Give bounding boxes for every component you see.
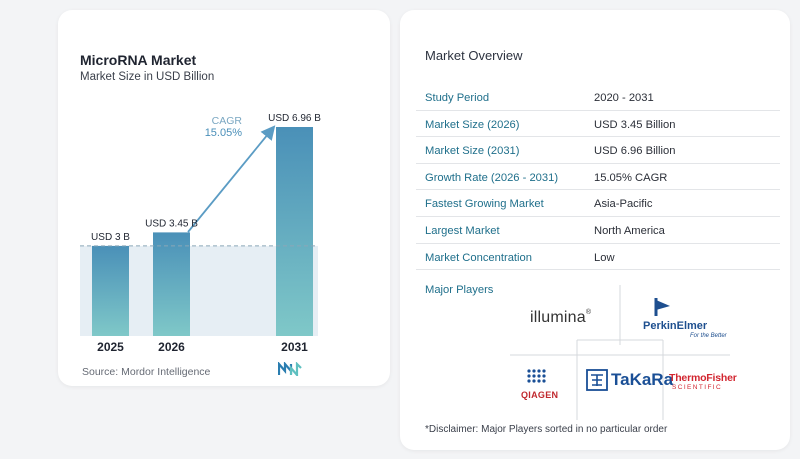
overview-row-label: Market Size (2026) (425, 118, 520, 131)
overview-row-value: 2020 - 2031 (594, 92, 654, 104)
overview-row-value: Asia-Pacific (594, 198, 653, 211)
overview-row-value: USD 6.96 Billion (594, 145, 676, 158)
overview-row: Market Size (2026) USD 3.45 Billion (416, 111, 780, 138)
data-label-2031: USD 6.96 B (268, 113, 321, 124)
source-text: Source: Mordor Intelligence (82, 366, 211, 378)
data-label-2026: USD 3.45 B (145, 218, 198, 229)
overview-row: Largest Market North America (416, 217, 780, 244)
takara-logo-icon (586, 369, 608, 391)
overview-row-label: Market Size (2031) (425, 145, 520, 158)
overview-row-label: Largest Market (425, 225, 500, 237)
overview-row-label: Fastest Growing Market (425, 198, 544, 211)
illumina-logo: illumina® (530, 309, 592, 326)
disclaimer: *Disclaimer: Major Players sorted in no … (425, 424, 668, 435)
chart-title: MicroRNA Market (80, 52, 197, 68)
data-label-2025: USD 3 B (91, 232, 130, 243)
thermofisher-logo: ThermoFisher (669, 372, 737, 384)
players-grid (510, 285, 730, 420)
takara-logo: TaKaRa (611, 370, 674, 389)
bar-chart: CAGR 15.05% USD 3 B 2025 USD 3.45 B 2026 USD… (80, 113, 321, 354)
cagr-value: 15.05% (205, 127, 243, 139)
thermofisher-logo-sub: SCIENTIFIC (672, 384, 723, 391)
overview-row-label: Market Concentration (425, 251, 532, 264)
overview-title: Market Overview (425, 48, 523, 63)
x-tick-label-2031: 2031 (281, 340, 308, 354)
mordor-logo-icon (278, 362, 302, 376)
perkinelmer-logo-icon (654, 298, 670, 316)
overview-row-value: 15.05% CAGR (594, 171, 668, 184)
overview-row: Fastest Growing Market Asia-Pacific (416, 190, 780, 217)
overview-row: Market Size (2031) USD 6.96 Billion (416, 137, 780, 164)
overview-row: Market Concentration Low (416, 244, 780, 271)
qiagen-logo-icon (527, 369, 546, 383)
x-tick-label-2026: 2026 (158, 340, 185, 354)
qiagen-logo: QIAGEN (521, 390, 559, 400)
overview-row-label: Growth Rate (2026 - 2031) (425, 171, 559, 184)
chart-subtitle: Market Size in USD Billion (80, 71, 215, 83)
overview-row-value: USD 3.45 Billion (594, 118, 676, 131)
x-tick-label-2025: 2025 (97, 340, 124, 354)
overview-row-label: Study Period (425, 92, 490, 104)
overview-row: Study Period 2020 - 2031 (416, 84, 780, 111)
bar-2025 (92, 245, 129, 336)
major-players-title: Major Players (425, 284, 494, 296)
cagr-label: CAGR (212, 115, 243, 127)
perkinelmer-tagline: For the Better (690, 333, 727, 339)
bar-2026 (153, 232, 190, 336)
overview-row-value: North America (594, 225, 665, 237)
cagr-arrow (187, 125, 276, 233)
overview-row: Growth Rate (2026 - 2031) 15.05% CAGR (416, 164, 780, 191)
overview-card (400, 10, 790, 450)
overview-row-value: Low (594, 251, 615, 264)
bar-2031 (276, 127, 313, 336)
perkinelmer-logo: PerkinElmer (643, 320, 708, 332)
